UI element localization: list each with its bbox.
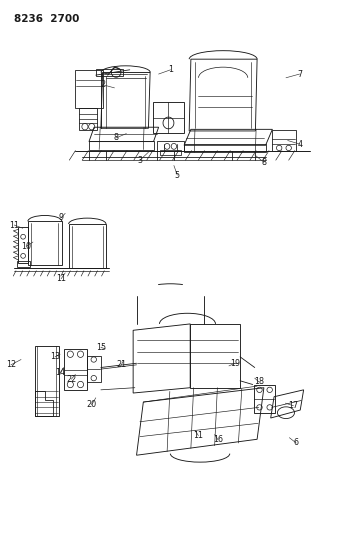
Text: 7: 7 [297, 70, 302, 78]
Text: 4: 4 [298, 140, 303, 149]
Text: 11: 11 [9, 221, 19, 230]
Text: 19: 19 [230, 359, 240, 368]
Text: 11: 11 [193, 431, 203, 440]
Text: 22: 22 [66, 375, 76, 384]
Text: 16: 16 [213, 435, 223, 445]
Text: 18: 18 [254, 377, 264, 386]
Text: 14: 14 [55, 368, 65, 377]
Text: 8: 8 [114, 133, 119, 142]
Text: 21: 21 [116, 360, 126, 369]
Text: 11: 11 [56, 274, 66, 283]
Text: 10: 10 [21, 242, 31, 251]
Text: 8236  2700: 8236 2700 [14, 14, 80, 24]
Text: 3: 3 [137, 156, 143, 165]
Text: 9: 9 [59, 213, 64, 222]
Text: 5: 5 [175, 171, 180, 180]
Text: 20: 20 [87, 400, 97, 409]
Text: 6: 6 [294, 439, 299, 448]
Text: 13: 13 [50, 352, 60, 361]
Text: 2: 2 [100, 80, 105, 89]
Text: 12: 12 [6, 360, 16, 369]
Text: 1: 1 [168, 66, 173, 74]
Text: 8: 8 [262, 158, 266, 167]
Text: 15: 15 [96, 343, 106, 352]
Text: 17: 17 [288, 401, 298, 410]
